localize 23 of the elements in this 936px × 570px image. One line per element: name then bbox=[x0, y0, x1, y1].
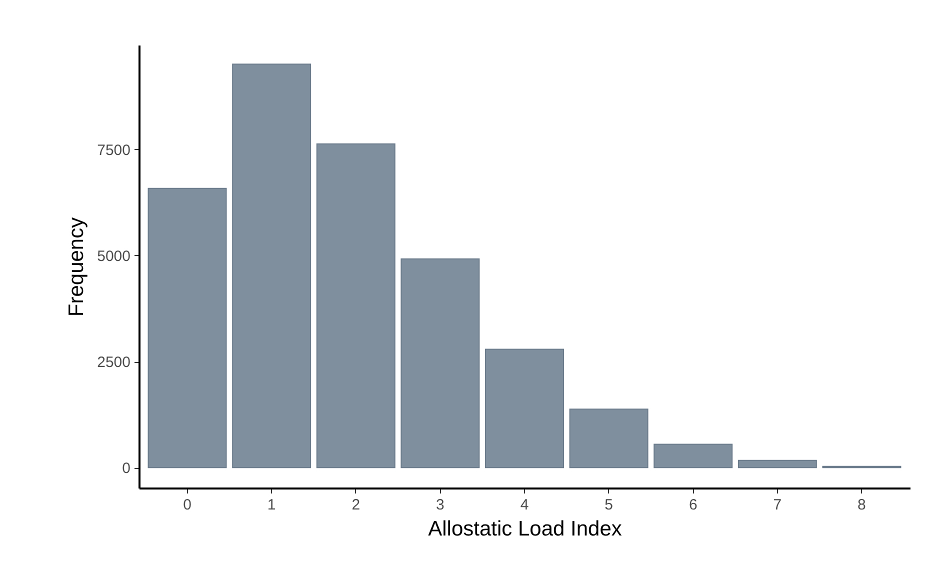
x-tick-label: 7 bbox=[773, 496, 782, 514]
bar bbox=[569, 408, 648, 468]
y-tick-label: 2500 bbox=[97, 354, 130, 372]
x-tick-label: 4 bbox=[520, 496, 529, 514]
bar bbox=[654, 444, 733, 468]
bar bbox=[400, 258, 480, 468]
x-tick-label: 3 bbox=[436, 496, 444, 514]
x-tick-label: 5 bbox=[604, 496, 613, 514]
x-tick-label: 8 bbox=[858, 496, 866, 514]
bar bbox=[232, 64, 312, 468]
x-axis-title: Allostatic Load Index bbox=[428, 518, 622, 540]
x-tick-label: 1 bbox=[267, 496, 276, 514]
bar bbox=[316, 143, 396, 468]
y-tick-label: 0 bbox=[122, 460, 130, 478]
y-tick-label: 7500 bbox=[97, 142, 130, 159]
y-axis-title: Frequency bbox=[65, 216, 88, 317]
bar bbox=[148, 188, 227, 468]
x-tick-label: 2 bbox=[352, 496, 360, 514]
bar bbox=[738, 460, 817, 468]
x-tick-label: 0 bbox=[183, 496, 192, 514]
y-tick-label: 5000 bbox=[97, 248, 130, 265]
bar bbox=[485, 348, 564, 468]
x-tick-label: 6 bbox=[688, 496, 698, 514]
